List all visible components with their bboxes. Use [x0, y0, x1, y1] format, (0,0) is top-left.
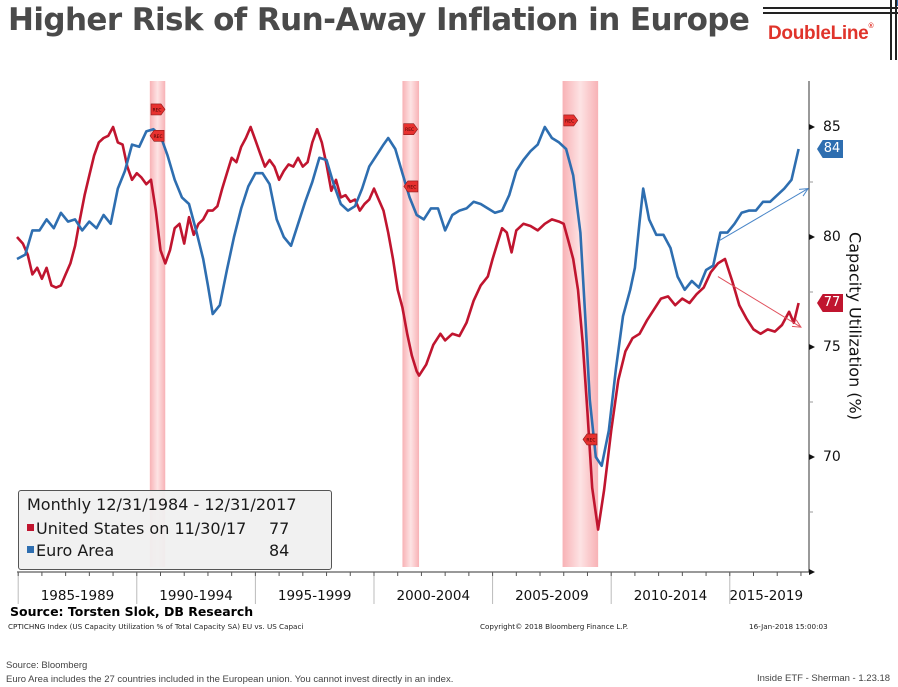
rec-marker-shape	[582, 433, 598, 446]
x-tick-label: 2010-2014	[633, 588, 708, 604]
x-tick-label: 2015-2019	[729, 588, 804, 604]
chart-source: Source: Torsten Slok, DB Research	[10, 604, 254, 619]
euro-last-value-tag: 84	[817, 140, 843, 158]
y-tick-label: 85	[823, 119, 841, 135]
legend-item-us: United States on 11/30/17	[27, 519, 246, 538]
legend-title: Monthly 12/31/1984 - 12/31/2017	[27, 495, 297, 514]
y-major-tick	[809, 124, 815, 130]
rec-marker-shape	[563, 114, 579, 127]
chart-legend: Monthly 12/31/1984 - 12/31/2017 United S…	[18, 490, 332, 570]
rec-marker: REC	[582, 433, 598, 446]
logo-wordmark: DoubleLine	[768, 23, 869, 44]
x-tick-label: 2005-2009	[515, 588, 589, 604]
bloomberg-copyright: Copyright© 2018 Bloomberg Finance L.P.	[480, 622, 629, 631]
legend-value-us: 77	[269, 519, 290, 538]
y-axis-title: Capacity Utilization (%)	[845, 232, 865, 420]
doubleline-logo: DoubleLine®	[760, 0, 898, 60]
us-last-value-tag: 77	[817, 294, 843, 312]
x-tick-label: 1990-1994	[159, 588, 233, 604]
legend-label: United States on 11/30/17	[36, 519, 247, 538]
legend-swatch-euro	[27, 546, 34, 553]
rec-marker-label: REC	[154, 134, 163, 140]
x-tick-label: 2000-2004	[396, 588, 471, 604]
rec-marker-label: REC	[152, 107, 161, 113]
y-major-tick	[809, 344, 815, 350]
logo-rule	[763, 7, 898, 9]
footer-credit: Inside ETF - Sherman - 1.23.18	[757, 673, 891, 684]
us-series-line	[16, 125, 800, 531]
rec-marker: REC	[149, 130, 165, 142]
page-title: Higher Risk of Run-Away Inflation in Eur…	[8, 2, 750, 38]
rec-marker: REC	[403, 123, 419, 135]
rec-marker-shape	[403, 123, 419, 135]
rec-marker-label: REC	[407, 184, 416, 190]
arrowhead	[799, 188, 810, 197]
us-trend-arrow	[717, 276, 802, 328]
y-major-tick	[809, 234, 815, 240]
rec-marker-shape	[149, 130, 165, 142]
rec-marker: REC	[563, 114, 579, 127]
y-tick-label: 80	[823, 229, 841, 245]
axes	[17, 81, 815, 604]
arrowhead	[791, 319, 802, 328]
index-description: CPTICHNG Index (US Capacity Utilization …	[8, 622, 304, 631]
x-tick-label: 1985-1989	[40, 588, 115, 604]
footer-note: Euro Area includes the 27 countries incl…	[6, 674, 454, 685]
rec-marker-shape	[150, 103, 166, 116]
rec-marker-label: REC	[565, 118, 574, 124]
y-tick-label: 70	[823, 449, 841, 465]
rec-marker: REC	[403, 180, 419, 193]
legend-swatch-us	[27, 524, 34, 531]
logo-rule	[895, 0, 897, 60]
legend-label: Euro Area	[36, 541, 115, 560]
trend-arrows	[717, 188, 810, 328]
rec-marker: REC	[150, 103, 166, 116]
rec-marker-label: REC	[405, 127, 414, 133]
legend-item-euro: Euro Area	[27, 541, 114, 560]
registered-mark: ®	[868, 23, 874, 30]
footer-source: Source: Bloomberg	[6, 660, 88, 671]
logo-rule	[890, 0, 892, 60]
euro-trend-arrow	[717, 188, 809, 242]
y-major-tick	[809, 454, 815, 460]
recession-markers: REC REC REC REC REC REC	[149, 103, 598, 446]
euro-series-line	[16, 125, 800, 468]
recession-band	[402, 81, 420, 567]
logo-rule	[763, 12, 898, 14]
legend-value-euro: 84	[269, 541, 290, 560]
bloomberg-timestamp: 16-Jan-2018 15:00:03	[749, 622, 828, 631]
y-tick-label: 75	[823, 339, 841, 355]
x-tick-label: 1995-1999	[277, 588, 352, 604]
rec-marker-label: REC	[586, 437, 595, 443]
axis-arrow	[809, 569, 815, 575]
logo-text: DoubleLine®	[768, 23, 874, 45]
rec-marker-shape	[403, 180, 419, 193]
series-lines	[16, 125, 800, 531]
